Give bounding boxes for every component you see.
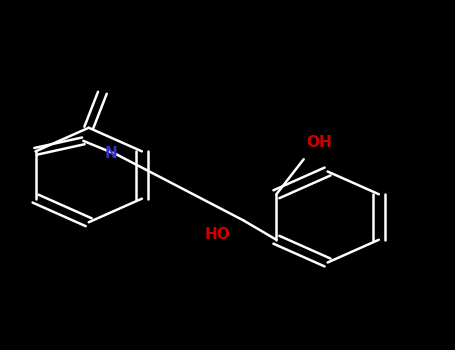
- Text: N: N: [104, 146, 117, 161]
- Text: OH: OH: [306, 135, 332, 150]
- Text: HO: HO: [205, 227, 231, 242]
